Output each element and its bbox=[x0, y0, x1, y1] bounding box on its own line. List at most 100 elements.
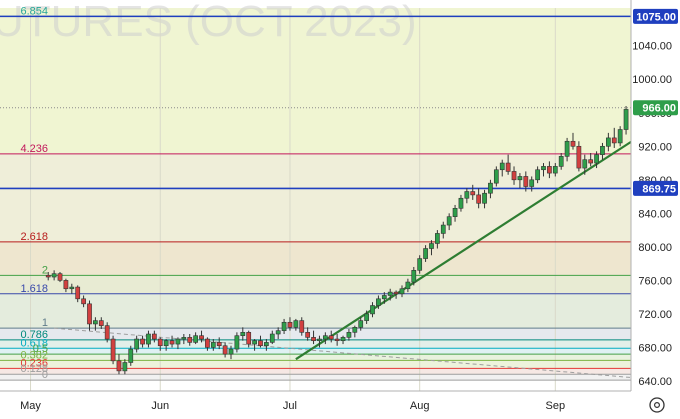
fib-level-label: 2.618 bbox=[20, 231, 48, 243]
candle-body bbox=[151, 333, 157, 340]
candle-body bbox=[564, 140, 570, 157]
candle-body bbox=[623, 109, 629, 130]
candle-body bbox=[187, 337, 193, 343]
candle-body bbox=[299, 320, 305, 333]
x-axis-background bbox=[0, 391, 680, 419]
candle-body bbox=[199, 335, 204, 340]
candle-body bbox=[175, 338, 181, 345]
y-axis-background bbox=[631, 0, 680, 419]
fib-labels: 6.854 4.236 2.618 2 1.618 10.7860.6180.50.382… bbox=[20, 5, 48, 381]
candle-body bbox=[287, 321, 293, 328]
candle-body bbox=[476, 194, 482, 204]
price-tag-label: 1075.00 bbox=[636, 11, 676, 23]
candle-body bbox=[440, 224, 446, 234]
candle-body bbox=[535, 169, 540, 181]
fib-level-label: 0.618 bbox=[20, 337, 48, 349]
candle-body bbox=[193, 335, 198, 343]
candle-body bbox=[570, 140, 576, 147]
candle-body bbox=[69, 286, 75, 290]
fib-band bbox=[0, 275, 631, 294]
candle-body bbox=[51, 273, 57, 278]
fib-level-label: 0 bbox=[42, 369, 48, 381]
candle-body bbox=[110, 338, 116, 362]
candle-body bbox=[493, 169, 499, 184]
fib-band bbox=[0, 339, 631, 349]
fib-band bbox=[0, 16, 631, 154]
candle-body bbox=[311, 337, 316, 342]
candle-body bbox=[617, 129, 623, 144]
candle-body bbox=[140, 338, 145, 345]
candle-body bbox=[423, 248, 428, 259]
candle-body bbox=[435, 233, 440, 244]
y-tick-label: 1040.00 bbox=[632, 41, 672, 53]
price-tag-box bbox=[633, 8, 678, 24]
candle-body bbox=[216, 342, 222, 347]
candle-body bbox=[558, 156, 564, 167]
fib-band bbox=[0, 328, 631, 340]
candle-body bbox=[275, 330, 281, 335]
candle-body bbox=[417, 258, 423, 271]
candle-body bbox=[222, 345, 228, 355]
candle-body bbox=[499, 162, 505, 171]
fib-level-label: 0.236 bbox=[20, 357, 48, 369]
candle-body bbox=[399, 288, 405, 295]
candle-body bbox=[452, 207, 458, 217]
price-tag-label: 869.75 bbox=[642, 183, 676, 195]
fib-level-label: 6.854 bbox=[20, 5, 48, 17]
fib-band bbox=[0, 348, 631, 355]
price-tag-box bbox=[633, 180, 678, 196]
candle-body bbox=[157, 338, 163, 347]
fib-band bbox=[0, 153, 631, 242]
y-tick-label: 1000.00 bbox=[632, 74, 672, 86]
candle-body bbox=[81, 298, 86, 305]
x-tick-label: May bbox=[20, 400, 41, 412]
candle-body bbox=[352, 327, 358, 333]
candle-body bbox=[45, 275, 51, 278]
candle-body bbox=[205, 338, 210, 348]
fib-band bbox=[0, 8, 631, 17]
candle-body bbox=[511, 171, 517, 181]
fib-level-label: 1.618 bbox=[20, 283, 48, 295]
fib-level-label: 0.786 bbox=[20, 329, 48, 341]
fib-level-label: 0.128 bbox=[20, 363, 48, 375]
fib-level-label: 1 bbox=[42, 317, 48, 329]
y-tick-label: 720.00 bbox=[638, 309, 672, 321]
x-tick-label: Jul bbox=[283, 400, 297, 412]
candle-body bbox=[305, 332, 311, 338]
fib-band bbox=[0, 241, 631, 276]
candle-body bbox=[234, 335, 240, 350]
y-tick-label: 920.00 bbox=[638, 141, 672, 153]
candle-body bbox=[458, 197, 464, 209]
candle-body bbox=[322, 335, 328, 340]
dashed-trendline bbox=[54, 327, 632, 379]
candle-body bbox=[146, 333, 151, 345]
candle-body bbox=[228, 348, 234, 355]
candle-body bbox=[128, 348, 134, 363]
candle-body bbox=[334, 338, 340, 342]
candle-body bbox=[340, 337, 346, 342]
settings-gear-icon[interactable] bbox=[649, 397, 665, 413]
candle-body bbox=[552, 166, 558, 174]
candle-body bbox=[163, 340, 169, 347]
candle-body bbox=[169, 340, 175, 345]
candle-body bbox=[181, 337, 187, 340]
candle-body bbox=[605, 137, 611, 147]
candle-body bbox=[246, 332, 252, 345]
candle-body bbox=[594, 154, 599, 164]
y-tick-label: 640.00 bbox=[638, 376, 672, 388]
candle-body bbox=[134, 338, 140, 350]
candle-body bbox=[75, 286, 81, 300]
candle-body bbox=[346, 332, 352, 338]
y-tick-label: 760.00 bbox=[638, 275, 672, 287]
fib-level-label: 0.382 bbox=[20, 349, 48, 361]
x-axis: May Jun Jul Aug Sep bbox=[0, 390, 680, 419]
y-tick-label: 840.00 bbox=[638, 208, 672, 220]
candle-body bbox=[210, 342, 216, 348]
candle-body bbox=[393, 291, 399, 295]
candle-body bbox=[317, 338, 322, 342]
candle-body bbox=[122, 362, 128, 372]
candle-body bbox=[523, 176, 529, 187]
y-axis: 640.00680.00720.00760.00800.00840.00880.… bbox=[630, 0, 680, 419]
